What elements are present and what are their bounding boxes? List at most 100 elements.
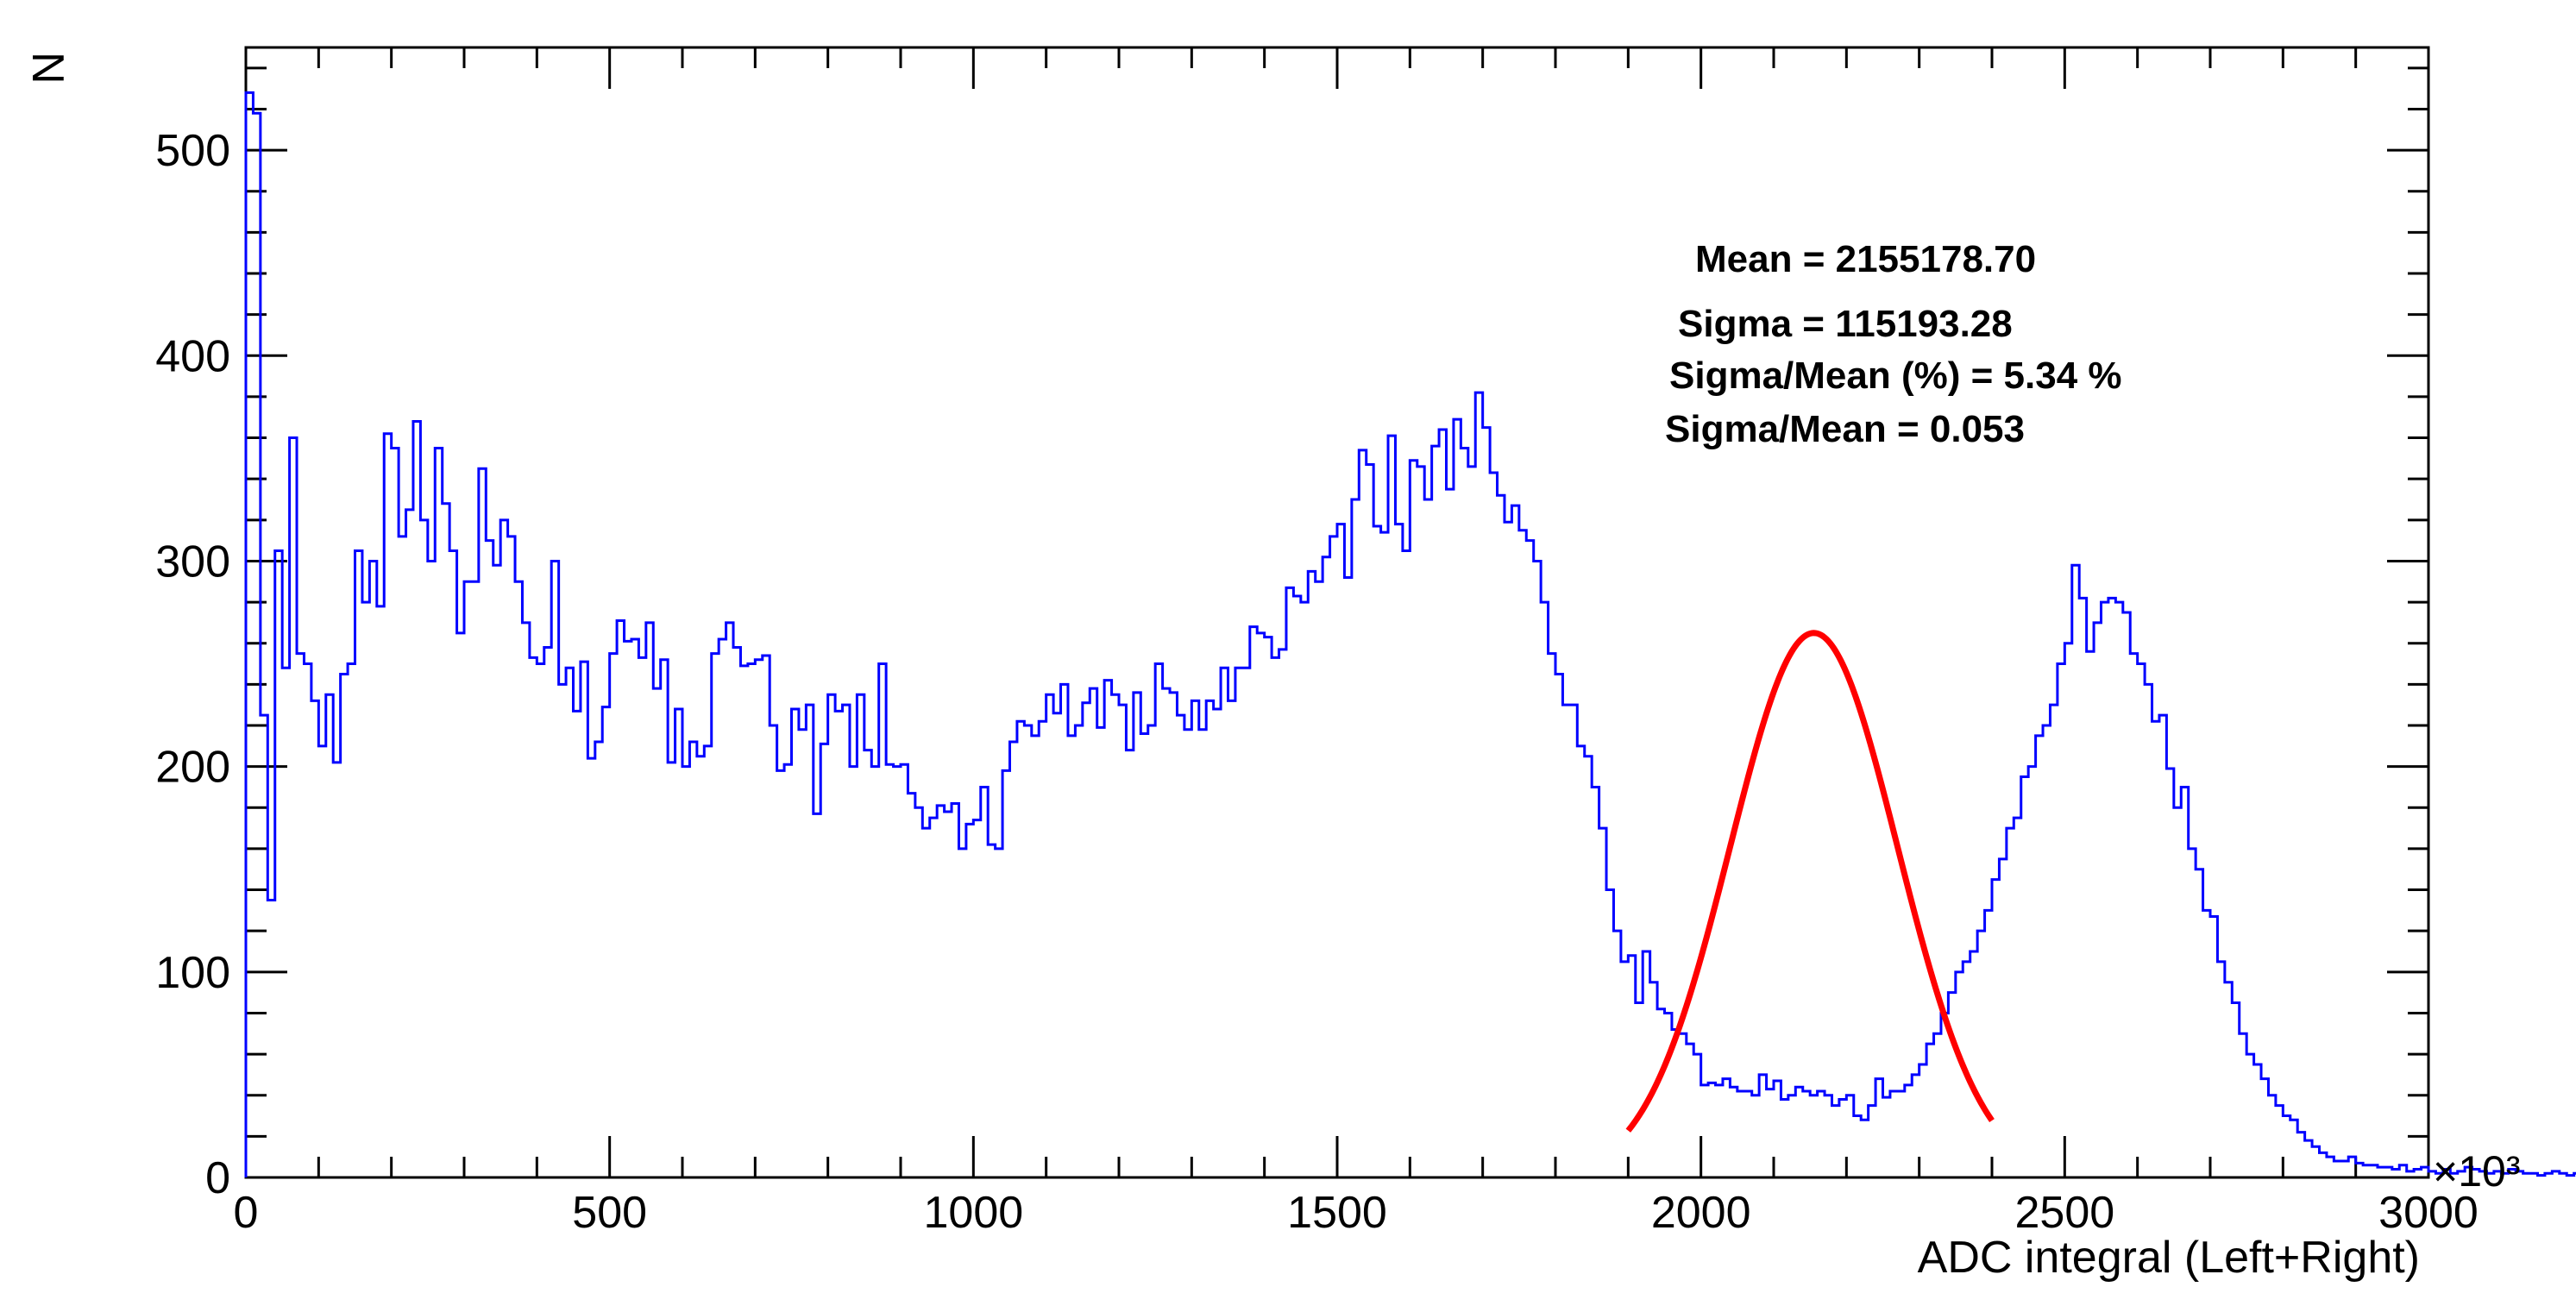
histogram-bin (945, 812, 952, 1177)
x-tick-label: 2000 (1651, 1188, 1751, 1238)
histogram-bin (1388, 436, 1395, 1177)
gaussian-fit-curve (1625, 630, 1995, 1133)
histogram-bin (566, 668, 573, 1177)
histogram-bin (2159, 715, 2166, 1177)
histogram-bin (828, 694, 835, 1177)
histogram-bin (814, 813, 820, 1177)
histogram-bin (958, 849, 965, 1177)
histogram-bin (1861, 1120, 1868, 1177)
histogram-bin (297, 654, 304, 1177)
histogram-bin (304, 664, 311, 1177)
histogram-bin (617, 621, 624, 1177)
histogram-bin (574, 711, 581, 1177)
histogram-bin (784, 764, 791, 1177)
histogram-bin (2028, 767, 2035, 1177)
x-tick-label: 1000 (923, 1188, 1023, 1238)
histogram-bin (369, 561, 376, 1177)
x-tick-label: 3000 (2378, 1188, 2479, 1238)
histogram-bin (1825, 1095, 1831, 1177)
histogram-bin (1636, 1003, 1643, 1177)
histogram-bin (1286, 587, 1293, 1177)
histogram-bin (1104, 681, 1111, 1177)
histogram-bin (1905, 1085, 1912, 1177)
histogram-bin (1890, 1091, 1897, 1177)
histogram-bin (973, 820, 980, 1177)
histogram-bin (631, 639, 638, 1177)
histogram-bin (894, 767, 901, 1177)
histogram-bin (420, 520, 427, 1177)
histogram-bin (689, 742, 696, 1177)
histogram-bin (2043, 725, 2050, 1177)
histogram-bin (2378, 1167, 2384, 1177)
y-tick-label: 200 (155, 743, 230, 793)
histogram-bin (1163, 688, 1170, 1177)
histogram-bin (2189, 849, 2196, 1177)
histogram-bin (1373, 526, 1380, 1177)
histogram-bin (1468, 467, 1475, 1177)
histogram-bin (2166, 769, 2173, 1177)
histogram-bin (2123, 612, 2130, 1177)
histogram-series-line (244, 91, 2576, 1177)
histogram-bin (2152, 721, 2159, 1177)
histogram-bin (471, 581, 478, 1177)
histogram-bin (1505, 522, 1511, 1177)
histogram-bin (1323, 557, 1329, 1177)
histogram-bin (1810, 1095, 1817, 1177)
histogram-bin (770, 725, 776, 1177)
histogram-bin (2064, 643, 2071, 1177)
histogram-bin (1344, 578, 1351, 1177)
histogram-bin (901, 764, 908, 1177)
histogram-bin (646, 623, 653, 1177)
histogram-bin (850, 767, 857, 1177)
histogram-bin (1948, 993, 1955, 1177)
histogram-bin (2225, 982, 2232, 1177)
histogram-bin (1090, 688, 1096, 1177)
histogram-bin (915, 807, 922, 1177)
histogram-bin (1687, 1044, 1693, 1177)
histogram-bin (1301, 602, 1308, 1177)
histogram-bin (1730, 1087, 1737, 1177)
histogram-bin (1781, 1099, 1787, 1177)
histogram-bin (1665, 1013, 1672, 1177)
histogram-bin (1424, 499, 1431, 1177)
histogram-bin (2050, 705, 2057, 1177)
histogram-bin (1883, 1097, 1890, 1177)
histogram-bin (1017, 721, 1024, 1177)
histogram-bin (1511, 505, 1518, 1177)
histogram-bin (1367, 465, 1373, 1177)
histogram-bin (1831, 1106, 1838, 1177)
y-tick-labels: 0 100 200 300 400 500 (155, 126, 230, 1203)
histogram-bin (2108, 598, 2115, 1177)
histogram-bin (1795, 1087, 1802, 1177)
stat-sigma-over-mean: Sigma/Mean = 0.053 (1665, 408, 2025, 450)
histogram-bin (1562, 705, 1569, 1177)
histogram-bin (1585, 756, 1592, 1177)
histogram-bin (1977, 931, 1984, 1177)
histogram-bin (748, 664, 755, 1177)
histogram-bin (1279, 650, 1286, 1177)
histogram-bin (2203, 910, 2210, 1177)
histogram-bin (1221, 668, 1228, 1177)
histogram-bin (937, 806, 944, 1177)
histogram-bin (1854, 1116, 1861, 1177)
histogram-bin (1265, 637, 1272, 1177)
histogram-bin (1395, 524, 1402, 1177)
histogram-bin (326, 694, 333, 1177)
histogram-bin (653, 688, 660, 1177)
histogram-bin (1112, 694, 1119, 1177)
histogram-bin (1148, 725, 1155, 1177)
histogram-bin (2021, 777, 2028, 1177)
histogram-bin (1403, 551, 1410, 1177)
histogram-bin (1606, 890, 1613, 1177)
y-tick-label: 400 (155, 331, 230, 381)
x-tick-label: 0 (234, 1188, 259, 1238)
histogram-bin (1716, 1085, 1723, 1177)
histogram-bin (2087, 651, 2094, 1177)
histogram-bin (1359, 450, 1366, 1177)
x-axis-ticks (244, 47, 2430, 1177)
histogram-bin (682, 767, 689, 1177)
histogram-bin (413, 421, 420, 1177)
histogram-bin (1992, 880, 1999, 1177)
x-tick-labels: 0 500 1000 1500 2000 2500 3000 (234, 1188, 2479, 1238)
histogram-bin (486, 541, 493, 1177)
